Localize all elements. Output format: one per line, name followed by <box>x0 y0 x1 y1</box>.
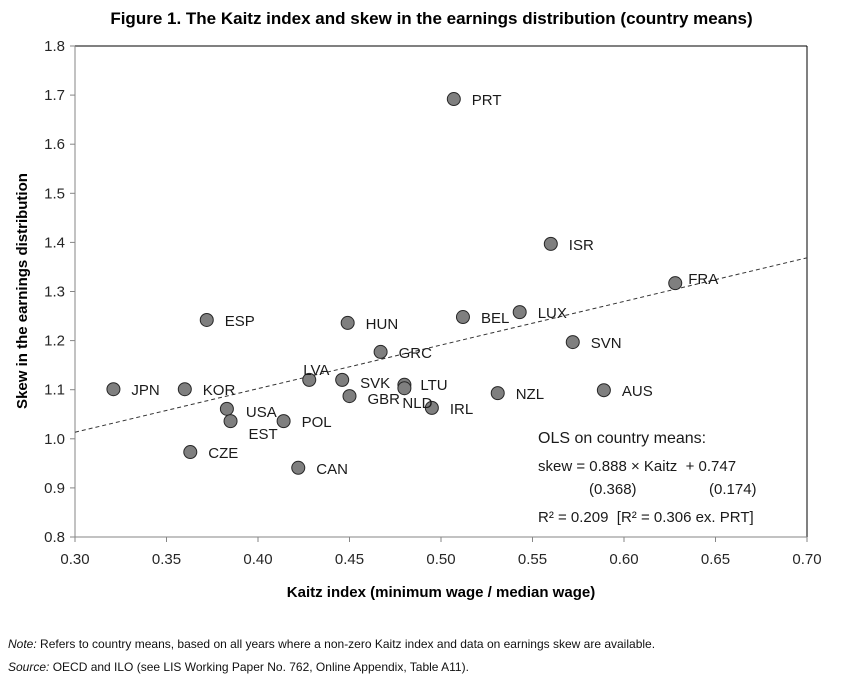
data-label-svn: SVN <box>591 335 622 352</box>
data-label-est: EST <box>249 426 278 443</box>
data-label-prt: PRT <box>472 92 502 109</box>
data-point-nzl <box>490 386 505 401</box>
y-tick-label: 1.0 <box>44 431 65 448</box>
source-label: Source: <box>8 660 50 674</box>
data-label-aus: AUS <box>622 383 653 400</box>
x-axis-label: Kaitz index (minimum wage / median wage) <box>287 584 595 601</box>
data-label-lva: LVA <box>303 362 329 379</box>
data-label-usa: USA <box>246 404 277 421</box>
y-tick-label: 1.5 <box>44 185 65 202</box>
data-label-ltu: LTU <box>420 377 447 394</box>
y-tick-label: 1.8 <box>44 38 65 55</box>
data-point-cze <box>183 445 198 460</box>
data-point-bel <box>455 310 470 325</box>
data-label-jpn: JPN <box>131 382 159 399</box>
data-label-bel: BEL <box>481 310 509 327</box>
data-label-svk: SVK <box>360 375 390 392</box>
data-label-grc: GRC <box>399 345 433 362</box>
chart-title: Figure 1. The Kaitz index and skew in th… <box>110 9 753 28</box>
data-label-nld: NLD <box>402 395 432 412</box>
x-tick-label: 0.35 <box>152 551 181 568</box>
data-label-esp: ESP <box>225 313 255 330</box>
x-tick-label: 0.50 <box>426 551 455 568</box>
y-axis-label: Skew in the earnings distribution <box>14 173 31 409</box>
footnote-note: Note: Refers to country means, based on … <box>8 637 655 651</box>
data-point-irl <box>424 400 439 415</box>
data-point-lva <box>302 372 317 387</box>
data-point-esp <box>199 312 214 327</box>
regression-annotation: OLS on country means: skew = 0.888 × Kai… <box>538 430 757 526</box>
x-tick-label: 0.55 <box>518 551 547 568</box>
source-text: OECD and ILO (see LIS Working Paper No. … <box>49 660 469 674</box>
data-label-gbr: GBR <box>368 391 401 408</box>
y-tick-label: 1.2 <box>44 333 65 350</box>
data-point-pol <box>276 414 291 429</box>
data-point-isr <box>543 236 558 251</box>
data-point-prt <box>446 92 461 107</box>
annotation-r-squared: R² = 0.209 [R² = 0.306 ex. PRT] <box>538 509 754 526</box>
data-point-can <box>291 460 306 475</box>
annotation-equation: skew = 0.888 × Kaitz + 0.747 <box>538 458 736 475</box>
y-tick-label: 1.6 <box>44 136 65 153</box>
data-label-cze: CZE <box>208 445 238 462</box>
annotation-se-slope: (0.368) <box>589 481 637 498</box>
y-tick-label: 0.8 <box>44 529 65 546</box>
data-point-est <box>223 414 238 429</box>
y-tick-label: 1.1 <box>44 382 65 399</box>
data-label-nzl: NZL <box>516 386 544 403</box>
data-label-hun: HUN <box>366 316 399 333</box>
data-label-kor: KOR <box>203 382 236 399</box>
x-tick-label: 0.70 <box>792 551 821 568</box>
annotation-title: OLS on country means: <box>538 430 706 447</box>
footnote-source: Source: OECD and ILO (see LIS Working Pa… <box>8 660 469 674</box>
data-point-nld <box>397 381 412 396</box>
data-point-gbr <box>342 389 357 404</box>
data-label-irl: IRL <box>450 401 473 418</box>
x-tick-label: 0.30 <box>60 551 89 568</box>
data-point-jpn <box>106 382 121 397</box>
note-text: Refers to country means, based on all ye… <box>36 637 656 651</box>
data-point-aus <box>596 383 611 398</box>
note-label: Note: <box>8 637 37 651</box>
data-label-lux: LUX <box>538 305 567 322</box>
data-point-svn <box>565 335 580 350</box>
x-tick-label: 0.65 <box>701 551 730 568</box>
data-label-fra: FRA <box>688 271 718 288</box>
data-point-fra <box>668 276 683 291</box>
data-point-grc <box>373 344 388 359</box>
data-point-hun <box>340 315 355 330</box>
data-label-can: CAN <box>316 461 348 478</box>
x-tick-label: 0.40 <box>243 551 272 568</box>
data-label-pol: POL <box>302 414 332 431</box>
y-tick-label: 1.3 <box>44 284 65 301</box>
y-tick-label: 1.4 <box>44 234 65 251</box>
points-layer <box>106 92 683 475</box>
data-point-lux <box>512 305 527 320</box>
x-tick-label: 0.45 <box>335 551 364 568</box>
annotation-se-intercept: (0.174) <box>709 481 757 498</box>
y-tick-label: 0.9 <box>44 480 65 497</box>
x-tick-label: 0.60 <box>609 551 638 568</box>
y-tick-label: 1.7 <box>44 87 65 104</box>
data-point-usa <box>219 401 234 416</box>
data-label-isr: ISR <box>569 237 594 254</box>
axes: 0.30 0.35 0.40 0.45 0.50 0.55 0.60 0.65 0.70 0.8 0… <box>44 38 821 568</box>
data-point-kor <box>177 382 192 397</box>
data-point-svk <box>335 372 350 387</box>
